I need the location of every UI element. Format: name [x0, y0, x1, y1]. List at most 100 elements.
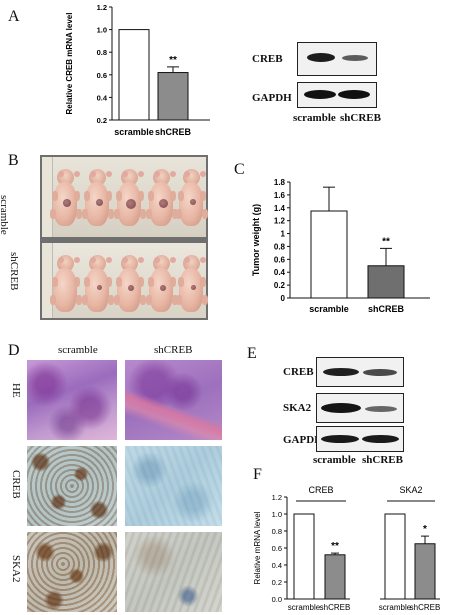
category-label: shCREB	[155, 127, 192, 137]
mouse-leg	[108, 295, 114, 305]
mouse-ear	[58, 171, 64, 177]
bar	[310, 210, 348, 299]
band-a-gapdh-scramble	[304, 90, 336, 99]
ihc-row-ska2-holder: SKA2	[8, 555, 22, 595]
y-axis-label: Tumor weight (g)	[251, 204, 261, 276]
mouse-leg	[146, 295, 152, 305]
group-label: CREB	[308, 485, 333, 495]
bar	[324, 554, 346, 600]
bar	[157, 72, 189, 121]
panel-label-d: D	[8, 342, 20, 359]
mouse-leg	[52, 191, 58, 201]
y-tick-label: 0.4	[272, 561, 282, 570]
band-e-gapdh-shcreb	[362, 435, 399, 443]
chart-f-relative-mrna: 0.0 0.2 0.4 0.6 0.8 1.0 1.2 Relative mRNA level…	[253, 485, 440, 612]
panel-label-c: C	[234, 161, 245, 178]
ihc-row-creb-holder: CREB	[8, 470, 22, 510]
category-label: shCREB	[368, 304, 405, 314]
mouse-leg	[84, 191, 90, 201]
mouse-leg	[52, 277, 58, 287]
band-e-creb-shcreb	[363, 369, 397, 376]
mouse-leg	[146, 209, 152, 219]
mouse-leg	[170, 277, 176, 287]
mouse-leg	[84, 277, 90, 287]
category-label: shCREB	[320, 603, 351, 612]
mouse-leg	[76, 209, 82, 219]
y-tick-label: 0.0	[272, 595, 282, 604]
y-tick-label: 0.6	[97, 71, 107, 80]
panel-label-a: A	[8, 8, 20, 25]
band-e-gapdh-scramble	[321, 435, 359, 443]
mouse-leg	[176, 209, 182, 219]
mouse-body	[85, 268, 109, 312]
mouse-ear	[74, 171, 80, 177]
mouse-ear	[154, 257, 160, 263]
ihc-ska2-scramble	[27, 532, 117, 612]
mouse-ear	[106, 171, 112, 177]
tumor	[63, 199, 71, 207]
ihc-row-ska2: SKA2	[10, 555, 22, 583]
bar	[118, 29, 150, 121]
mouse-ear	[184, 171, 190, 177]
chart-a-creb-mrna: 0.2 0.4 0.6 0.8 1.0 1.2 Relative CREB mRNA lev…	[65, 3, 210, 137]
band-e-ska2-scramble	[321, 403, 361, 413]
ihc-row-creb: CREB	[10, 470, 22, 499]
band-a-creb-shcreb	[342, 55, 368, 61]
y-tick-label: 1.0	[97, 26, 107, 35]
bar	[293, 513, 315, 600]
mouse-leg	[176, 295, 182, 305]
mouse-leg	[200, 277, 206, 287]
mouse-leg	[108, 209, 114, 219]
mouse-ear	[138, 171, 144, 177]
mouse-leg	[50, 295, 56, 305]
y-tick-label: 1.6	[274, 191, 286, 200]
mouse-leg	[76, 295, 82, 305]
mouse-leg	[138, 277, 144, 287]
mouse-leg	[178, 191, 184, 201]
ihc-col-scramble: scramble	[58, 344, 98, 356]
tumor	[95, 199, 103, 206]
y-tick-label: 0.8	[97, 48, 107, 57]
mouse-ear	[90, 171, 96, 177]
mouse-leg	[172, 209, 178, 219]
panel-label-f: F	[253, 466, 262, 483]
mouse-leg	[114, 209, 120, 219]
significance-label: **	[169, 55, 177, 66]
photo-b-mice	[40, 155, 208, 320]
y-tick-label: 1.0	[272, 510, 282, 519]
y-tick-label: 0.8	[274, 242, 286, 251]
y-tick-label: 1	[281, 230, 286, 239]
mouse-leg	[148, 277, 154, 287]
y-tick-label: 0.6	[272, 544, 282, 553]
mouse-leg	[202, 209, 208, 219]
y-tick-label: 0.4	[274, 268, 286, 277]
y-tick-label: 0.2	[272, 578, 282, 587]
significance-label: **	[382, 236, 390, 247]
tumor	[128, 285, 134, 291]
y-tick-label: 0.6	[274, 255, 286, 264]
mouse-leg	[116, 191, 122, 201]
photo-b-row-scramble: scramble	[0, 195, 10, 235]
photo-b-row-shcreb: shCREB	[8, 252, 20, 291]
y-tick-label: 1.8	[274, 178, 286, 187]
y-tick-label: 0.4	[97, 93, 108, 102]
y-tick-label: 1.4	[274, 204, 286, 213]
tumor	[158, 199, 168, 208]
chart-c-tumor-weight: 0 0.2 0.4 0.6 0.8 1 1.2 1.4 1.6 1.8 Tumor weight (…	[251, 178, 430, 314]
category-label: scramble	[114, 127, 154, 137]
blot-a-row-gapdh: GAPDH	[252, 92, 292, 104]
blot-a-gapdh-strip	[297, 82, 377, 108]
mouse-leg	[114, 295, 120, 305]
mouse-leg	[140, 209, 146, 219]
mouse-ear	[74, 257, 80, 263]
blot-a-creb-strip	[297, 42, 377, 76]
mouse-leg	[50, 209, 56, 219]
mouse-leg	[74, 277, 80, 287]
y-axis-label: Relative CREB mRNA level	[65, 13, 74, 115]
category-label: scramble	[309, 304, 349, 314]
mouse-leg	[82, 295, 88, 305]
mouse-ear	[170, 171, 176, 177]
y-tick-label: 1.2	[97, 3, 107, 12]
mouse-ear	[184, 257, 190, 263]
ihc-he-scramble	[27, 360, 117, 440]
